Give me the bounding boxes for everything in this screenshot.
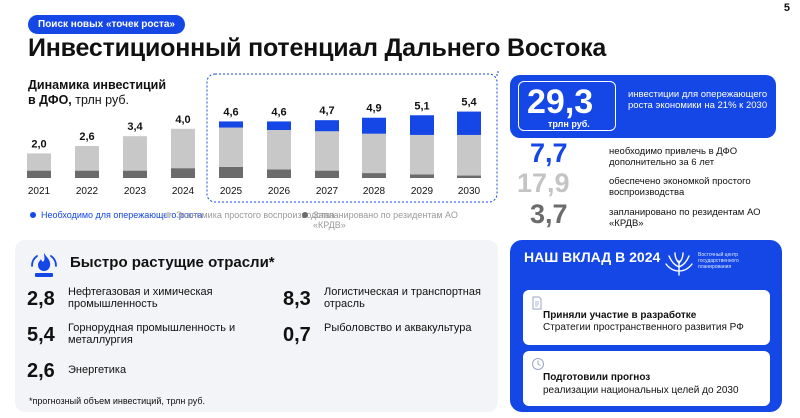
chart-title-unit: трлн руб. bbox=[71, 93, 129, 107]
bar-total-label-2024: 4,0 bbox=[175, 114, 190, 126]
bar-segment-2024-s0 bbox=[171, 168, 195, 178]
legend-dot-krdv bbox=[302, 212, 308, 218]
industry-label-logistics: Логистическая и транспортная отрасль bbox=[324, 286, 481, 310]
legend-dot-simple bbox=[165, 212, 171, 218]
legend-label-growth: Необходимо для опережающего роста bbox=[41, 210, 203, 220]
stat-simple-desc: обеспечено экономкой простого воспроизво… bbox=[609, 176, 751, 198]
investment-bar-chart: 2,0 2021 2,6 2022 3,4 2023 4,0 2024 4,6 2025 4,6 20… bbox=[27, 71, 500, 203]
contribution-panel: НАШ ВКЛАД В 2024 Восточный центр государ… bbox=[510, 240, 782, 412]
stat-krdv-value: 3,7 bbox=[530, 199, 568, 229]
legend-dot-growth bbox=[30, 212, 36, 218]
document-icon bbox=[532, 296, 542, 310]
legend-label-simple: Экономика простого воспроизводства bbox=[176, 210, 335, 220]
contribution-card-strategy: Приняли участие в разработке Стратегии п… bbox=[523, 290, 770, 345]
contribution-title: НАШ ВКЛАД В 2024 bbox=[524, 249, 661, 265]
stat-krdv-desc: запланировано по резидентам АО «КРДВ» bbox=[609, 207, 761, 229]
contribution-card-forecast: Подготовили прогноз реализации националь… bbox=[523, 351, 770, 406]
bar-segment-2021-s0 bbox=[27, 170, 51, 178]
kpi-total-unit: трлн руб. bbox=[548, 119, 590, 129]
org-logo-icon bbox=[665, 252, 693, 276]
industry-label-oil: Нефтегазовая и химическая промышленность bbox=[68, 286, 213, 310]
legend-label-krdv: Запланировано по резидентам АО «КРДВ» bbox=[313, 210, 458, 230]
x-tick-2021: 2021 bbox=[28, 186, 51, 197]
flame-icon bbox=[31, 253, 57, 277]
bar-segment-2026-s2 bbox=[267, 121, 291, 131]
bar-segment-2022-s1 bbox=[75, 146, 99, 171]
card-strategy-text: Стратегии пространственного развития РФ bbox=[543, 322, 744, 333]
bar-segment-2027-s2 bbox=[315, 120, 339, 132]
stat-growth-desc: необходимо привлечь в ДФО дополнительно … bbox=[609, 146, 738, 168]
chart-title-bold: Динамика инвестиций bbox=[28, 78, 167, 92]
x-tick-2029: 2029 bbox=[411, 186, 434, 197]
bar-segment-2029-s0 bbox=[410, 174, 434, 178]
industry-value-fishing: 0,7 bbox=[283, 324, 311, 346]
industry-label-energy: Энергетика bbox=[68, 364, 127, 376]
bar-total-label-2028: 4,9 bbox=[366, 103, 381, 115]
bar-segment-2030-s0 bbox=[457, 175, 481, 178]
bar-total-label-2030: 5,4 bbox=[461, 97, 477, 109]
card-forecast-text: реализации национальных целей до 2030 bbox=[543, 385, 739, 396]
x-tick-2022: 2022 bbox=[76, 186, 99, 197]
stat-simple-value: 17,9 bbox=[517, 168, 570, 198]
page-title: Инвестиционный потенциал Дальнего Восток… bbox=[28, 34, 607, 62]
industry-value-logistics: 8,3 bbox=[283, 288, 311, 310]
industries-title: Быстро растущие отрасли* bbox=[70, 254, 275, 271]
bar-total-label-2025: 4,6 bbox=[223, 106, 238, 118]
industry-value-oil: 2,8 bbox=[27, 288, 55, 310]
bar-segment-2024-s1 bbox=[171, 128, 195, 169]
bar-segment-2028-s1 bbox=[362, 133, 386, 174]
bar-total-label-2026: 4,6 bbox=[271, 106, 286, 118]
bar-segment-2029-s2 bbox=[410, 115, 434, 135]
bar-segment-2027-s1 bbox=[315, 131, 339, 171]
bar-segment-2025-s2 bbox=[219, 121, 243, 128]
x-tick-2028: 2028 bbox=[363, 186, 386, 197]
bar-segment-2027-s0 bbox=[315, 170, 339, 178]
bar-segment-2026-s1 bbox=[267, 130, 291, 170]
bar-total-label-2027: 4,7 bbox=[319, 105, 334, 117]
bar-segment-2025-s1 bbox=[219, 127, 243, 167]
forecast-icon bbox=[532, 358, 544, 370]
footnote: *прогнозный объем инвестиций, трлн руб. bbox=[29, 396, 206, 406]
industries-panel: Быстро растущие отрасли* 2,8 Нефтегазова… bbox=[15, 240, 498, 412]
bar-total-label-2022: 2,6 bbox=[79, 131, 94, 143]
x-tick-2030: 2030 bbox=[458, 186, 481, 197]
bar-segment-2029-s1 bbox=[410, 134, 434, 175]
bar-segment-2026-s0 bbox=[267, 169, 291, 178]
forecast-connector bbox=[496, 71, 500, 76]
bar-segment-2022-s0 bbox=[75, 170, 99, 178]
x-tick-2024: 2024 bbox=[172, 186, 195, 197]
x-tick-2023: 2023 bbox=[124, 186, 147, 197]
bar-total-label-2029: 5,1 bbox=[414, 100, 429, 112]
kpi-total-box: 29,3 трлн руб. инвестиции для опережающе… bbox=[510, 75, 776, 138]
bar-segment-2025-s0 bbox=[219, 166, 243, 178]
chart-title: Динамика инвестиций в ДФО, трлн руб. bbox=[28, 78, 166, 108]
forecast-frame bbox=[206, 73, 498, 203]
x-tick-2027: 2027 bbox=[316, 186, 339, 197]
org-name: Восточный центр государственного планиро… bbox=[698, 252, 739, 270]
kpi-total-desc: инвестиции для опережающего роста эконом… bbox=[628, 89, 768, 111]
kpi-total-value: 29,3 bbox=[527, 83, 594, 121]
bar-segment-2030-s2 bbox=[457, 111, 481, 135]
x-tick-2025: 2025 bbox=[220, 186, 243, 197]
bar-segment-2028-s0 bbox=[362, 173, 386, 178]
kpi-number-frame: 29,3 трлн руб. bbox=[518, 81, 616, 131]
section-tag: Поиск новых «точек роста» bbox=[28, 15, 185, 34]
stat-growth-value: 7,7 bbox=[530, 138, 568, 168]
x-tick-2026: 2026 bbox=[268, 186, 291, 197]
bar-segment-2028-s2 bbox=[362, 117, 386, 134]
industry-value-mining: 5,4 bbox=[27, 324, 55, 346]
bar-segment-2023-s1 bbox=[123, 136, 147, 171]
bar-segment-2023-s0 bbox=[123, 170, 147, 178]
bar-segment-2021-s1 bbox=[27, 153, 51, 171]
industry-label-fishing: Рыболовство и аквакультура bbox=[324, 322, 472, 334]
chart-title-bold-2: в ДФО, bbox=[28, 93, 72, 107]
bar-segment-2030-s1 bbox=[457, 134, 481, 176]
industry-value-energy: 2,6 bbox=[27, 360, 55, 382]
page-number: 5 bbox=[783, 2, 790, 14]
card-strategy-heading: Приняли участие в разработке bbox=[543, 310, 697, 321]
bar-total-label-2023: 3,4 bbox=[127, 121, 143, 133]
industry-label-mining: Горнорудная промышленность и металлургия bbox=[68, 322, 236, 346]
card-forecast-heading: Подготовили прогноз bbox=[543, 372, 651, 383]
bar-total-label-2021: 2,0 bbox=[31, 138, 46, 150]
